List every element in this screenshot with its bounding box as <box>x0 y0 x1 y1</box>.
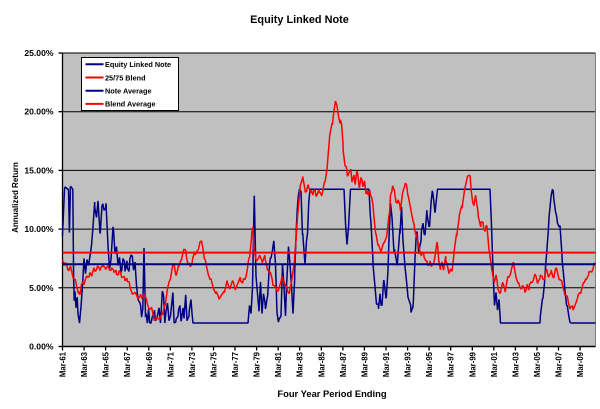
svg-text:Mar-65: Mar-65 <box>102 351 111 377</box>
svg-text:Mar-63: Mar-63 <box>80 351 89 377</box>
svg-text:Mar-73: Mar-73 <box>188 351 197 377</box>
svg-text:Mar-75: Mar-75 <box>210 351 219 377</box>
svg-text:Blend Average: Blend Average <box>105 100 156 109</box>
svg-text:Mar-95: Mar-95 <box>425 351 434 377</box>
svg-text:Mar-85: Mar-85 <box>317 351 326 377</box>
svg-text:Four Year Period Ending: Four Year Period Ending <box>277 388 386 399</box>
svg-text:Mar-03: Mar-03 <box>511 351 520 377</box>
svg-text:Mar-97: Mar-97 <box>447 352 456 377</box>
svg-text:Mar-81: Mar-81 <box>274 351 283 377</box>
svg-text:10.00%: 10.00% <box>24 224 54 234</box>
svg-text:Mar-87: Mar-87 <box>339 352 348 377</box>
svg-text:25/75 Blend: 25/75 Blend <box>105 73 146 82</box>
svg-text:Mar-07: Mar-07 <box>555 352 564 377</box>
svg-text:Mar-09: Mar-09 <box>576 351 585 377</box>
svg-text:25.00%: 25.00% <box>24 48 54 58</box>
svg-text:Mar-61: Mar-61 <box>59 351 68 377</box>
svg-text:Mar-91: Mar-91 <box>382 351 391 377</box>
svg-text:Mar-67: Mar-67 <box>123 352 132 377</box>
svg-text:Mar-83: Mar-83 <box>296 351 305 377</box>
svg-text:Mar-69: Mar-69 <box>145 351 154 377</box>
svg-text:Mar-99: Mar-99 <box>468 351 477 377</box>
svg-text:Annualized Return: Annualized Return <box>11 162 20 233</box>
svg-text:Mar-89: Mar-89 <box>360 351 369 377</box>
svg-text:Mar-77: Mar-77 <box>231 352 240 377</box>
svg-text:Note Average: Note Average <box>105 87 152 96</box>
svg-text:Mar-79: Mar-79 <box>253 351 262 377</box>
svg-text:5.00%: 5.00% <box>29 283 54 293</box>
svg-text:15.00%: 15.00% <box>24 165 54 175</box>
svg-text:Equity Linked Note: Equity Linked Note <box>250 14 349 26</box>
svg-text:Equity Linked Note: Equity Linked Note <box>105 60 171 69</box>
svg-text:Mar-71: Mar-71 <box>166 351 175 377</box>
svg-text:0.00%: 0.00% <box>29 342 54 352</box>
svg-text:20.00%: 20.00% <box>24 107 54 117</box>
svg-text:Mar-93: Mar-93 <box>404 351 413 377</box>
svg-text:Mar-05: Mar-05 <box>533 351 542 377</box>
svg-text:Mar-01: Mar-01 <box>490 351 499 377</box>
